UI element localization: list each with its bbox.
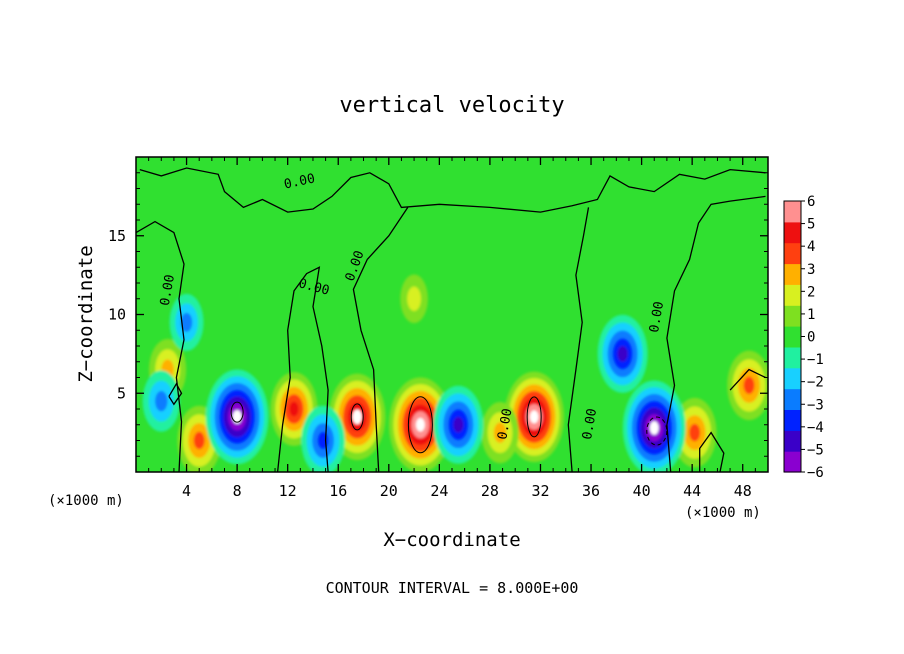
colorbar-label: 5: [807, 217, 815, 233]
x-unit-right: (×1000 m): [685, 505, 761, 521]
colorbar-swatch: [784, 201, 801, 223]
colorbar-swatch: [784, 388, 801, 410]
x-tick-label: 36: [582, 482, 600, 500]
colorbar-label: −6: [807, 465, 824, 481]
colorbar-label: −2: [807, 375, 824, 391]
y-tick-label: 5: [117, 384, 126, 402]
velocity-level: [617, 346, 628, 362]
velocity-cell-11: [205, 369, 269, 465]
plot-area: 0.000.00 0.000.000.000.00 0.00: [136, 157, 768, 472]
x-tick-label: 16: [329, 482, 347, 500]
velocity-level: [743, 376, 755, 395]
colorbar-swatch: [784, 346, 801, 369]
colorbar-label: 3: [807, 262, 815, 278]
velocity-cell-14: [169, 293, 204, 351]
velocity-level: [352, 409, 362, 425]
colorbar-label: −5: [807, 442, 824, 458]
velocity-cell-15: [433, 385, 484, 464]
chart-title: vertical velocity: [339, 93, 564, 118]
zero-contour-1: [139, 167, 766, 213]
zero-contour-2: [136, 220, 185, 472]
x-tick-label: 40: [633, 482, 651, 500]
colorbar-swatch: [784, 305, 801, 327]
x-tick-label: 20: [380, 482, 398, 500]
velocity-cell-17: [142, 370, 180, 432]
x-axis-label: X−coordinate: [383, 529, 520, 551]
x-tick-label: 48: [734, 482, 752, 500]
x-unit-left: (×1000 m): [48, 493, 124, 509]
x-tick-label: 12: [279, 482, 297, 500]
velocity-level: [689, 423, 701, 442]
y-tick-label: 10: [108, 306, 126, 324]
contour-label: 0.00: [495, 407, 515, 440]
colorbar-label: 1: [807, 307, 815, 323]
velocity-cell-13: [597, 314, 648, 393]
contour-label: 0.00: [158, 274, 178, 307]
velocity-cell-8: [727, 350, 768, 421]
velocity-level: [453, 416, 464, 433]
velocity-level: [415, 417, 425, 432]
inner-contour-2: [526, 396, 542, 438]
contour-interval-note: CONTOUR INTERVAL = 8.000E+00: [326, 579, 579, 597]
y-axis: 5 10 15: [108, 172, 768, 457]
contour-label: 0.00: [283, 171, 317, 192]
colorbar-swatch: [784, 221, 801, 244]
colorbar-label: −1: [807, 352, 824, 368]
zero-contour-8: [729, 368, 766, 391]
x-axis: 4 8 12 16 20 24 28 32 36 40 44 48: [148, 157, 756, 500]
colorbar-swatch: [784, 409, 801, 431]
x-tick-label: 28: [481, 482, 499, 500]
x-tick-label: 32: [531, 482, 549, 500]
dashed-contour: [646, 416, 668, 446]
velocity-level: [649, 421, 659, 435]
x-tick-label: 24: [430, 482, 448, 500]
velocity-level: [155, 390, 168, 412]
velocity-level: [193, 431, 205, 450]
velocity-cell-1: [389, 377, 452, 472]
velocity-cell-9: [481, 402, 519, 464]
velocity-level: [180, 312, 193, 332]
colorbar-swatch: [784, 367, 801, 390]
inner-contour-4: [230, 401, 244, 423]
zero-contour-9: [699, 431, 725, 472]
colorbar: 6 5 4 3 2 1 0 −1 −2 −3 −4 −5 −6: [783, 194, 824, 481]
inner-contour-3: [350, 403, 364, 431]
zero-contour-5: [567, 207, 590, 472]
colorbar-swatch: [784, 326, 801, 348]
zero-contour-6: [666, 195, 766, 472]
velocity-level: [407, 286, 421, 311]
contour-label: 0.00: [580, 407, 600, 440]
colorbar-label: 6: [807, 194, 815, 210]
y-axis-label: Z−coordinate: [75, 245, 97, 382]
colorbar-swatch: [784, 263, 801, 285]
velocity-level: [317, 431, 329, 450]
velocity-level: [232, 410, 242, 424]
colorbar-label: −4: [807, 420, 824, 436]
zero-contour-4: [352, 207, 409, 472]
colorbar-label: 4: [807, 239, 815, 255]
colorbar-label: 0: [807, 330, 815, 346]
colorbar-swatch: [784, 242, 801, 265]
velocity-level: [289, 401, 299, 417]
colorbar-label: −3: [807, 397, 824, 413]
zero-contour-7: [168, 382, 183, 406]
x-tick-label: 4: [182, 482, 191, 500]
velocity-level: [493, 422, 507, 443]
x-tick-label: 44: [683, 482, 701, 500]
zero-contour-3: [276, 266, 329, 472]
y-tick-label: 15: [108, 227, 126, 245]
velocity-cell-16: [301, 405, 345, 472]
velocity-cell-12: [622, 380, 686, 472]
colorbar-swatch: [784, 451, 801, 473]
colorbar-swatch: [784, 284, 801, 306]
velocity-level: [529, 410, 539, 424]
colorbar-label: 2: [807, 284, 815, 300]
x-tick-label: 8: [233, 482, 242, 500]
velocity-cell-10: [400, 274, 428, 324]
contour-label: 0.00: [647, 300, 667, 333]
colorbar-swatch: [784, 430, 801, 452]
inner-contour-1: [407, 396, 433, 454]
